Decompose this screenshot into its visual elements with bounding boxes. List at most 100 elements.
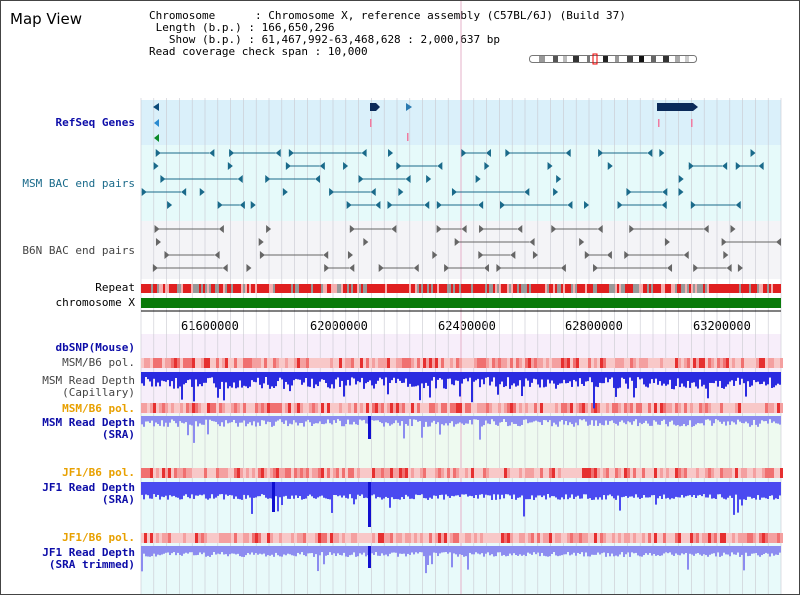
repeat-block — [733, 284, 735, 293]
repeat-block — [465, 284, 467, 293]
msm-sra-bg — [141, 414, 781, 474]
repeat-block — [401, 284, 403, 293]
coverage-label: Read coverage check span — [149, 45, 308, 58]
repeat-block — [287, 284, 289, 293]
repeat-block — [585, 284, 587, 293]
repeat-block — [359, 284, 361, 293]
region-info: Chromosome : Chromosome X, reference ass… — [149, 9, 626, 58]
repeat-block — [151, 284, 153, 293]
label-jf1-read-depth-trimmed-line1: JF1 Read Depth — [42, 546, 135, 559]
repeat-block — [743, 284, 745, 293]
repeat-block — [453, 284, 455, 293]
label-jf1-read-depth-trimmed: JF1 Read Depth (SRA trimmed) — [5, 547, 135, 571]
show-value: 61,467,992-63,468,628 : 2,000,637 bp — [261, 33, 501, 46]
repeat-block — [243, 284, 245, 293]
repeat-block — [395, 284, 397, 293]
repeat-block — [635, 284, 637, 293]
repeat-block — [449, 284, 451, 293]
repeat-block — [325, 284, 327, 293]
repeat-block — [263, 284, 265, 293]
repeat-block — [179, 284, 181, 293]
repeat-block — [355, 284, 357, 293]
repeat-block — [477, 284, 479, 293]
repeat-block — [479, 284, 481, 293]
repeat-block — [315, 284, 317, 293]
repeat-block — [237, 284, 239, 293]
repeat-block — [327, 284, 329, 293]
repeat-block — [665, 284, 667, 293]
repeat-block — [709, 284, 711, 293]
repeat-block — [309, 284, 311, 293]
repeat-block — [695, 284, 697, 293]
repeat-block — [729, 284, 731, 293]
label-msm-read-depth-sra: MSM Read Depth (SRA) — [5, 417, 135, 441]
repeat-block — [165, 284, 167, 293]
length-value: 166,650,296 — [261, 21, 335, 34]
repeat-block — [335, 284, 337, 293]
repeat-block — [455, 284, 457, 293]
repeat-block — [629, 284, 631, 293]
repeat-block — [641, 284, 643, 293]
repeat-block — [771, 284, 773, 293]
repeat-block — [425, 284, 427, 293]
repeat-block — [597, 284, 599, 293]
repeat-block — [197, 284, 199, 293]
label-jf1-read-depth-sra-line1: JF1 Read Depth — [42, 481, 135, 494]
repeat-block — [495, 284, 497, 293]
repeat-block — [339, 284, 341, 293]
repeat-block — [311, 284, 313, 293]
label-b6n-bac[interactable]: B6N BAC end pairs — [22, 244, 135, 257]
b6n-bac-track — [141, 221, 781, 279]
label-msm-b6-pol-2: MSM/B6 pol. — [62, 402, 135, 415]
repeat-block — [575, 284, 577, 293]
repeat-block — [467, 284, 469, 293]
repeat-block — [557, 284, 559, 293]
repeat-block — [431, 284, 433, 293]
repeat-block — [487, 284, 489, 293]
repeat-block — [731, 284, 733, 293]
repeat-block — [379, 284, 381, 293]
repeat-block — [525, 284, 527, 293]
repeat-block — [775, 284, 777, 293]
repeat-block — [463, 284, 465, 293]
repeat-block — [333, 284, 335, 293]
coverage-value: 10,000 — [327, 45, 368, 58]
label-jf1-read-depth-trimmed-line2: (SRA trimmed) — [48, 558, 135, 571]
repeat-block — [519, 284, 521, 293]
repeat-block — [659, 284, 661, 293]
repeat-block — [735, 284, 737, 293]
repeat-block — [415, 284, 417, 293]
repeat-block — [767, 284, 769, 293]
repeat-block — [529, 284, 531, 293]
label-dbsnp[interactable]: dbSNP(Mouse) — [55, 341, 135, 354]
repeat-block — [489, 284, 491, 293]
label-refseq-genes[interactable]: RefSeq Genes — [55, 116, 135, 129]
repeat-block — [649, 284, 651, 293]
repeat-block — [569, 284, 571, 293]
repeat-block — [205, 284, 207, 293]
repeat-block — [523, 284, 525, 293]
repeat-block — [547, 284, 549, 293]
repeat-block — [697, 284, 699, 293]
chromosome-ideogram[interactable] — [529, 53, 697, 65]
repeat-block — [261, 284, 263, 293]
repeat-block — [511, 284, 513, 293]
repeat-block — [267, 284, 269, 293]
repeat-block — [755, 284, 757, 293]
repeat-block — [199, 284, 201, 293]
repeat-block — [405, 284, 407, 293]
repeat-block — [675, 284, 677, 293]
repeat-block — [531, 284, 533, 293]
repeat-block — [143, 284, 145, 293]
label-msm-bac[interactable]: MSM BAC end pairs — [22, 177, 135, 190]
repeat-block — [147, 284, 149, 293]
repeat-block — [471, 284, 473, 293]
repeat-block — [413, 284, 415, 293]
repeat-block — [357, 284, 359, 293]
repeat-block — [289, 284, 291, 293]
repeat-block — [293, 284, 295, 293]
repeat-block — [419, 284, 421, 293]
msm-capillary-bg — [141, 334, 781, 414]
repeat-block — [561, 284, 563, 293]
repeat-block — [747, 284, 749, 293]
